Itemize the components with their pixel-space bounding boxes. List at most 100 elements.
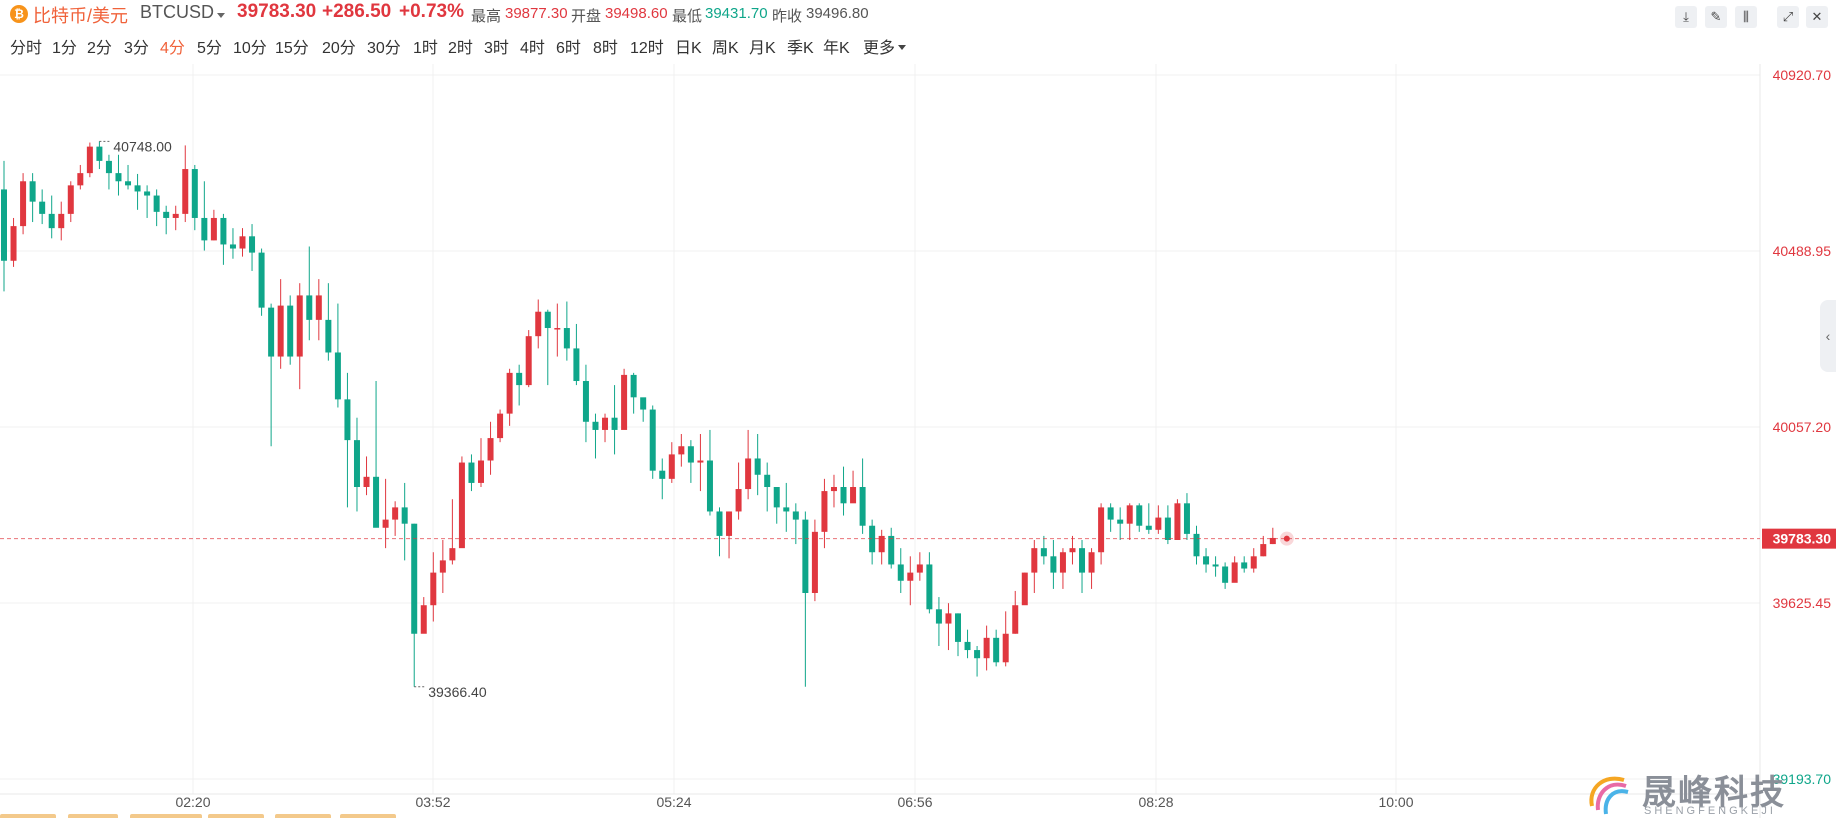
- x-tick-label: 02:20: [175, 794, 210, 810]
- high-value: 39877.30: [505, 5, 568, 22]
- more-chevron-icon[interactable]: [898, 45, 906, 50]
- candle-body: [783, 507, 790, 512]
- candle-body: [1088, 552, 1095, 573]
- candle-body: [1145, 525, 1152, 530]
- candle-body: [850, 487, 857, 504]
- candle-body: [697, 460, 704, 463]
- period-22[interactable]: 更多: [863, 40, 896, 57]
- candle-body: [411, 523, 418, 634]
- quote-header: ₿ 比特币/美元 BTCUSD 39783.30 +286.50 +0.73% …: [0, 0, 1836, 30]
- candle-body: [449, 548, 456, 561]
- instrument-symbol[interactable]: BTCUSD: [140, 2, 215, 22]
- period-10[interactable]: 1时: [413, 40, 438, 57]
- period-15[interactable]: 8时: [593, 40, 618, 57]
- candle-body: [315, 295, 322, 320]
- period-7[interactable]: 15分: [275, 40, 309, 57]
- candlestick-chart[interactable]: 40920.70 40488.95 40057.20 39625.45 39193.70…: [0, 64, 1836, 818]
- candle-body: [926, 564, 933, 610]
- bottom-tab[interactable]: [68, 814, 118, 818]
- bottom-tab[interactable]: [275, 814, 331, 818]
- period-13[interactable]: 4时: [520, 40, 545, 57]
- candle-body: [993, 637, 1000, 663]
- period-11[interactable]: 2时: [448, 40, 473, 57]
- period-6[interactable]: 10分: [233, 40, 267, 57]
- period-12[interactable]: 3时: [484, 40, 509, 57]
- high-label: 最高: [471, 8, 502, 25]
- candle-body: [1164, 517, 1171, 540]
- candle-body: [1107, 507, 1114, 520]
- current-price-dot: [1283, 535, 1290, 542]
- candle-body: [974, 650, 981, 659]
- bottom-tab[interactable]: [208, 814, 264, 818]
- fullscreen-icon[interactable]: ⤢: [1777, 6, 1799, 28]
- last-price: 39783.30: [237, 1, 317, 22]
- candle-body: [67, 185, 74, 214]
- price-change: +286.50: [322, 1, 392, 22]
- candle-body: [287, 305, 294, 357]
- pencil-icon[interactable]: ✎: [1705, 6, 1727, 28]
- candle-body: [592, 421, 599, 430]
- y-tick-label: 40488.95: [1773, 243, 1832, 259]
- candle-body: [687, 446, 694, 463]
- candle-body: [630, 374, 637, 398]
- candle-body: [1250, 556, 1257, 569]
- period-1[interactable]: 1分: [52, 40, 77, 57]
- period-9[interactable]: 30分: [367, 40, 401, 57]
- bottom-tab[interactable]: [0, 814, 56, 818]
- candle-body: [229, 244, 236, 249]
- period-19[interactable]: 月K: [749, 40, 776, 57]
- candle-body: [897, 564, 904, 581]
- candle-body: [86, 146, 93, 174]
- candle-body: [964, 641, 971, 651]
- chevron-down-icon[interactable]: [217, 13, 225, 18]
- low-value: 39431.70: [705, 5, 768, 22]
- period-3[interactable]: 3分: [124, 40, 149, 57]
- candle-body: [458, 462, 465, 549]
- candle-body: [210, 217, 217, 241]
- candle-body: [239, 236, 246, 249]
- y-tick-label: 40920.70: [1773, 67, 1832, 83]
- period-0[interactable]: 分时: [10, 40, 43, 57]
- period-17[interactable]: 日K: [675, 40, 702, 57]
- bottom-tab[interactable]: [340, 814, 396, 818]
- candle-body: [363, 476, 370, 488]
- candle-body: [144, 191, 151, 196]
- period-5[interactable]: 5分: [197, 40, 222, 57]
- period-8[interactable]: 20分: [322, 40, 356, 57]
- candle-body: [1136, 505, 1143, 526]
- period-21[interactable]: 年K: [823, 40, 850, 57]
- candle-body: [48, 213, 55, 229]
- candle-body: [1021, 572, 1028, 606]
- period-4[interactable]: 4分: [160, 40, 185, 57]
- open-value: 39498.60: [605, 5, 668, 22]
- close-icon[interactable]: ✕: [1806, 6, 1828, 28]
- candle-body: [659, 470, 666, 479]
- period-20[interactable]: 季K: [787, 40, 814, 57]
- period-16[interactable]: 12时: [630, 40, 664, 57]
- bitcoin-icon: ₿: [10, 5, 28, 23]
- watermark-subtext: SHENGFENGKEJI: [1644, 805, 1776, 817]
- x-tick-label: 10:00: [1378, 794, 1413, 810]
- instrument-name[interactable]: 比特币/美元: [33, 6, 129, 26]
- chevron-left-icon[interactable]: ‹: [1820, 300, 1836, 372]
- period-2[interactable]: 2分: [87, 40, 112, 57]
- candle-body: [96, 146, 103, 161]
- candle-body: [249, 236, 256, 253]
- candle-body: [764, 474, 771, 488]
- candle-style-icon[interactable]: ⫼: [1735, 6, 1757, 28]
- candle-body: [983, 637, 990, 659]
- candle-body: [1059, 552, 1066, 573]
- candle-body: [621, 374, 628, 430]
- candle-body: [125, 181, 132, 186]
- candle-body: [525, 336, 532, 386]
- x-tick-label: 08:28: [1138, 794, 1173, 810]
- line-tool-icon[interactable]: ⤓: [1675, 6, 1697, 28]
- period-14[interactable]: 6时: [556, 40, 581, 57]
- bottom-tab[interactable]: [130, 814, 202, 818]
- candle-body: [554, 328, 561, 330]
- y-tick-label: 39625.45: [1773, 595, 1832, 611]
- prev-close-label: 昨收: [772, 8, 803, 25]
- period-18[interactable]: 周K: [712, 40, 739, 57]
- candle-body: [1, 189, 7, 261]
- candle-body: [706, 460, 713, 512]
